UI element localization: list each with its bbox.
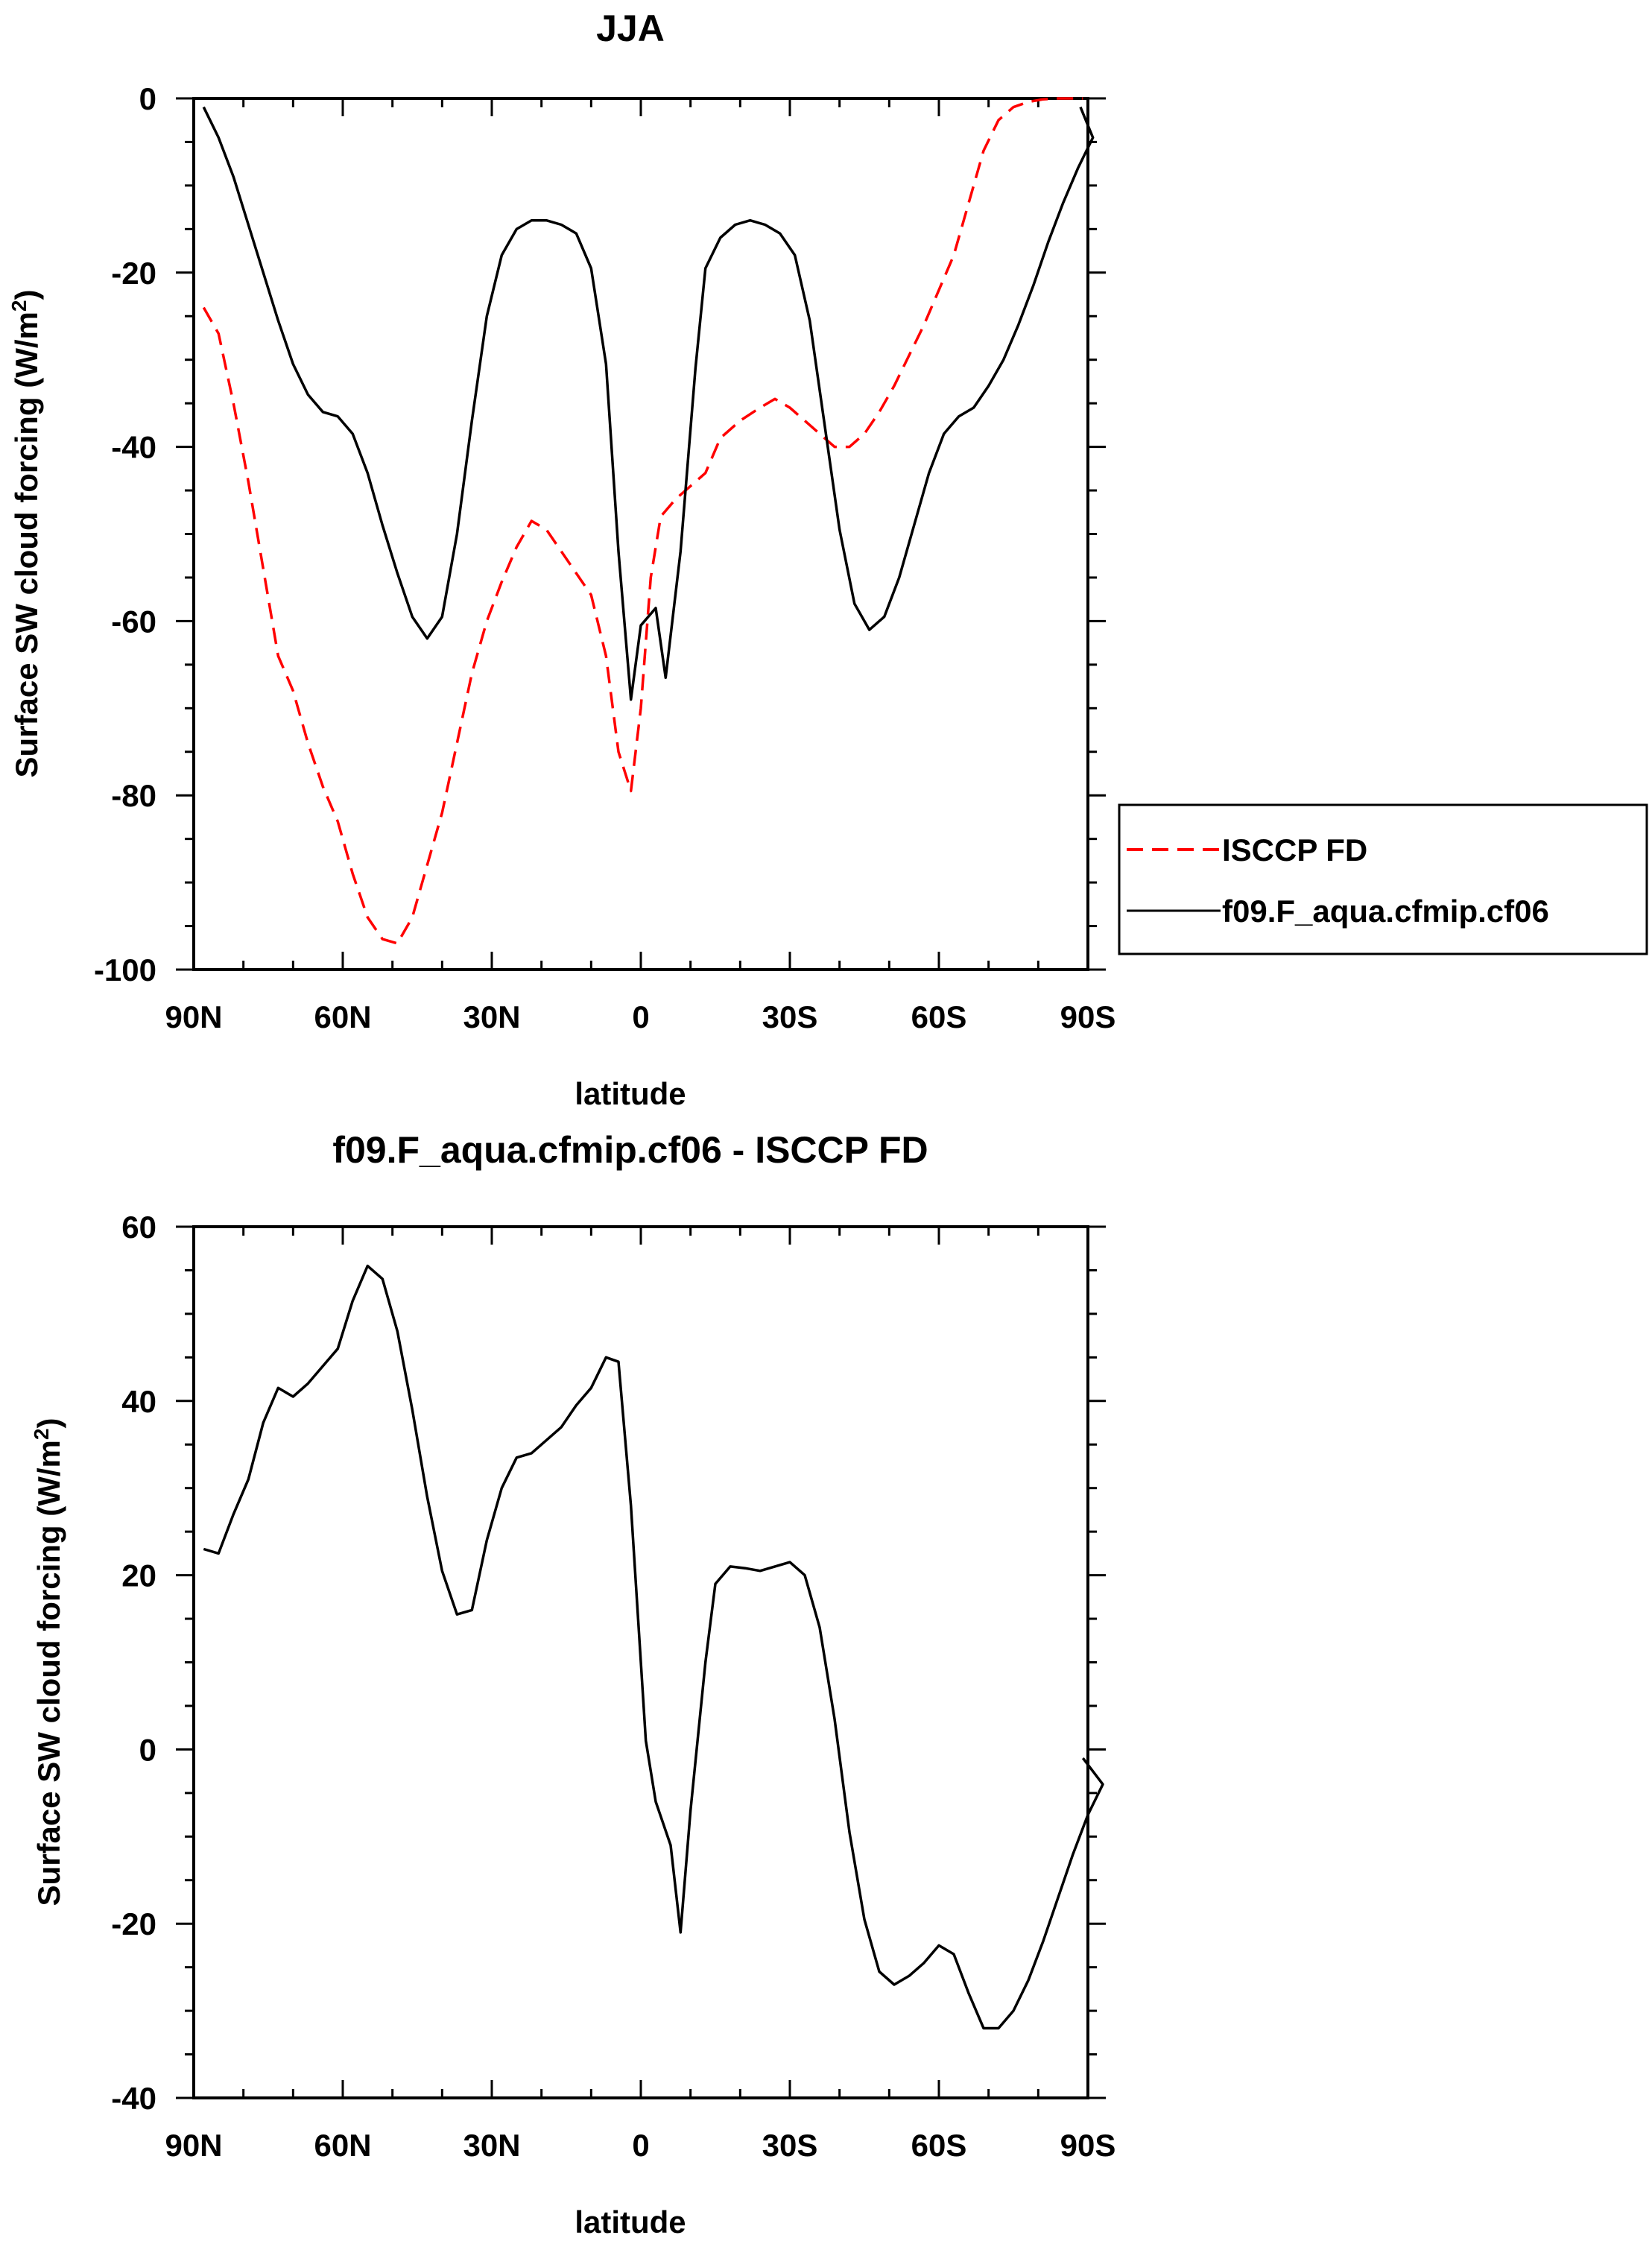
- bottom-series-line-0: [203, 1264, 1104, 2030]
- top-chart-y-axis-label-text: Surface SW cloud forcing (W/m: [9, 312, 44, 777]
- bottom-y-tick-label: -20: [111, 1906, 156, 1941]
- top-y-tick-label: -80: [111, 778, 156, 813]
- legend-label-isccp-fd: ISCCP FD: [1222, 832, 1367, 867]
- bottom-x-tick-label: 30N: [463, 2128, 520, 2163]
- bottom-x-tick-label: 90S: [1060, 2128, 1116, 2163]
- bottom-x-tick-label: 60N: [314, 2128, 371, 2163]
- bottom-chart-x-axis-label: latitude: [575, 2205, 686, 2240]
- top-x-tick-label: 0: [632, 999, 649, 1034]
- legend-box: [1118, 803, 1648, 955]
- top-chart-x-tick-labels: 90N 60N 30N 0 30S 60S 90S: [165, 999, 1115, 1034]
- top-x-tick-label: 30S: [762, 999, 818, 1034]
- top-y-tick-label: -20: [111, 256, 156, 291]
- bottom-y-tick-label: 20: [121, 1558, 156, 1593]
- bottom-chart-title: f09.F_aqua.cfmip.cf06 - ISCCP FD: [332, 1129, 928, 1171]
- bottom-chart-ticks: [176, 1225, 1106, 2099]
- legend-label-model: f09.F_aqua.cfmip.cf06: [1222, 894, 1549, 929]
- bottom-chart-x-tick-labels: 90N 60N 30N 0 30S 60S 90S: [165, 2128, 1115, 2163]
- bottom-y-tick-label: 40: [121, 1384, 156, 1419]
- top-chart-y-axis-label: Surface SW cloud forcing (W/m2): [7, 290, 44, 778]
- bottom-chart-series: [203, 1264, 1104, 2030]
- bottom-x-tick-label: 90N: [165, 2128, 222, 2163]
- top-x-tick-label: 90S: [1060, 999, 1116, 1034]
- bottom-x-tick-label: 60S: [911, 2128, 967, 2163]
- top-y-tick-label: -40: [111, 430, 156, 465]
- top-x-tick-label: 90N: [165, 999, 222, 1034]
- bottom-chart-y-tick-labels: 60 40 20 0 -20 -40: [111, 1210, 156, 2116]
- top-y-tick-label: -100: [94, 952, 156, 987]
- bottom-chart-y-axis-label-superscript: 2: [30, 1429, 53, 1441]
- top-series-line-1: [202, 106, 1095, 701]
- top-y-tick-label: -60: [111, 604, 156, 639]
- top-x-tick-label: 60S: [911, 999, 967, 1034]
- top-chart-y-axis-label-close: ): [9, 290, 44, 300]
- top-series-line-0: [202, 97, 1083, 945]
- top-y-tick-label: 0: [139, 81, 156, 116]
- top-chart-x-axis-label: latitude: [575, 1076, 686, 1111]
- bottom-x-tick-label: 30S: [762, 2128, 818, 2163]
- bottom-chart-y-axis-label: Surface SW cloud forcing (W/m2): [30, 1418, 66, 1906]
- bottom-chart: f09.F_aqua.cfmip.cf06 - ISCCP FD 90N 60N 3…: [30, 1129, 1115, 2240]
- bottom-x-tick-label: 0: [632, 2128, 649, 2163]
- bottom-y-tick-label: -40: [111, 2081, 156, 2116]
- bottom-chart-y-axis-label-close: ): [31, 1418, 66, 1429]
- top-chart-series: [202, 97, 1095, 945]
- top-chart-ticks: [176, 97, 1106, 971]
- top-chart-title: JJA: [596, 7, 665, 49]
- bottom-chart-y-axis-label-text: Surface SW cloud forcing (W/m: [31, 1440, 66, 1906]
- top-chart-y-tick-labels: 0 -20 -40 -60 -80 -100: [94, 81, 156, 987]
- bottom-y-tick-label: 60: [121, 1210, 156, 1245]
- top-x-tick-label: 60N: [314, 999, 371, 1034]
- bottom-y-tick-label: 0: [139, 1732, 156, 1767]
- top-chart-frame: [192, 97, 1089, 971]
- top-x-tick-label: 30N: [463, 999, 520, 1034]
- top-chart: JJA 90N 60N 30N 0 30S 60S 90S 0 -20 -40 -60 -80 -10…: [7, 7, 1648, 1111]
- top-chart-y-axis-label-superscript: 2: [7, 300, 31, 312]
- legend: ISCCP FD f09.F_aqua.cfmip.cf06: [1118, 803, 1648, 955]
